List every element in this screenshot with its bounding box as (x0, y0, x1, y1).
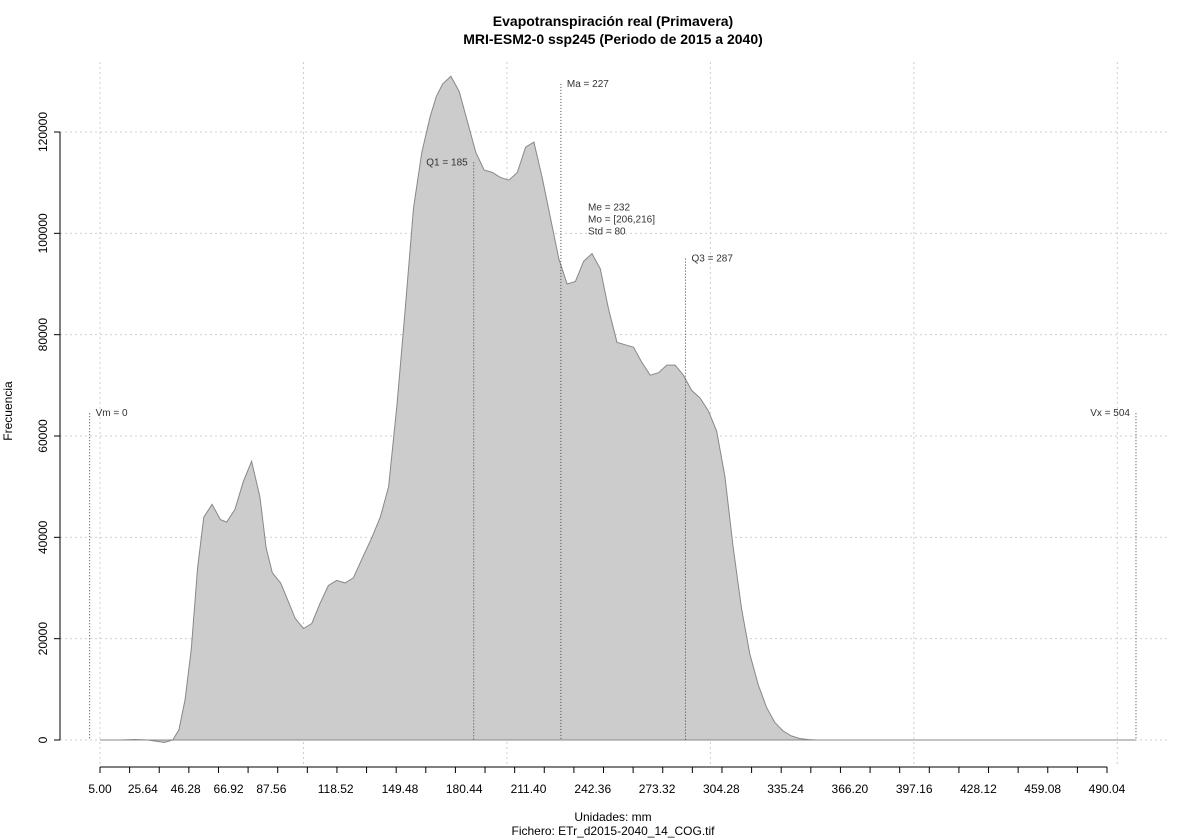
stats-label: Me = 232 (588, 203, 630, 214)
y-tick-label: 100000 (36, 213, 50, 253)
x-tick-label: 428.12 (960, 782, 997, 796)
x-tick-label: 149.48 (382, 782, 419, 796)
chart-title: Evapotranspiración real (Primavera) (492, 13, 734, 29)
marker-label: Ma = 227 (567, 79, 609, 90)
chart-subtitle: MRI-ESM2-0 ssp245 (Periodo de 2015 a 204… (463, 31, 763, 47)
stats-label: Std = 80 (588, 227, 626, 238)
x-tick-label: 304.28 (703, 782, 740, 796)
density-area (100, 75, 1136, 744)
marker-label: Vm = 0 (96, 408, 128, 419)
x-tick-label: 25.64 (128, 782, 158, 796)
marker-label: Q1 = 185 (426, 157, 468, 168)
stats-label: Mo = [206,216] (588, 215, 655, 226)
x-tick-label: 397.16 (896, 782, 933, 796)
x-tick-label: 459.08 (1024, 782, 1061, 796)
axes: 0 20000 40000 60000 80000 100000 120000 5.00 25.… (36, 112, 1126, 796)
marker-label: Q3 = 287 (691, 254, 733, 265)
y-tick-label: 40000 (36, 520, 50, 554)
x-tick-label: 366.20 (832, 782, 869, 796)
x-axis-label: Unidades: mm (574, 810, 652, 824)
x-tick-label: 490.04 (1089, 782, 1126, 796)
x-tick-label: 242.36 (574, 782, 611, 796)
file-name-caption: Fichero: ETr_d2015-2040_14_COG.tif (511, 824, 715, 838)
x-tick-label: 66.92 (214, 782, 244, 796)
x-tick-label: 273.32 (639, 782, 676, 796)
y-tick-label: 120000 (36, 112, 50, 152)
x-tick-label: 180.44 (446, 782, 483, 796)
y-tick-label: 60000 (36, 419, 50, 453)
y-tick-label: 20000 (36, 622, 50, 656)
x-tick-label: 211.40 (511, 782, 547, 796)
density-curve (100, 75, 1136, 744)
x-tick-label: 5.00 (88, 782, 112, 796)
marker-label: Vx = 504 (1090, 408, 1130, 419)
x-tick-label: 335.24 (767, 782, 804, 796)
x-tick-label: 46.28 (171, 782, 201, 796)
x-tick-label: 118.52 (318, 782, 354, 796)
quantile-markers: Vm = 0 Q1 = 185 Ma = 227 Q3 = 287 Vx = 504 Me… (89, 79, 1137, 740)
x-tick-label: 87.56 (256, 782, 286, 796)
y-tick-label: 0 (36, 736, 50, 743)
y-tick-label: 80000 (36, 318, 50, 352)
